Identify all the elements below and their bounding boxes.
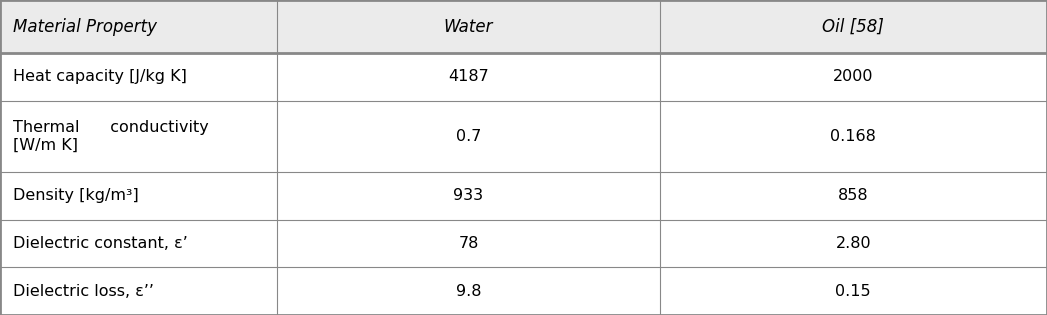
Text: 4187: 4187 xyxy=(448,69,489,84)
Text: 2000: 2000 xyxy=(833,69,873,84)
Text: Material Property: Material Property xyxy=(13,18,157,36)
Text: 78: 78 xyxy=(459,236,478,251)
Text: Water: Water xyxy=(444,18,493,36)
Text: 0.168: 0.168 xyxy=(830,129,876,144)
Text: Heat capacity [J/kg K]: Heat capacity [J/kg K] xyxy=(13,69,186,84)
Text: 2.80: 2.80 xyxy=(836,236,871,251)
Text: 933: 933 xyxy=(453,188,484,203)
Text: Density [kg/m³]: Density [kg/m³] xyxy=(13,188,138,203)
Text: 9.8: 9.8 xyxy=(455,284,482,299)
Text: Dielectric loss, ε’’: Dielectric loss, ε’’ xyxy=(13,284,154,299)
Text: 0.15: 0.15 xyxy=(836,284,871,299)
Text: Dielectric constant, ε’: Dielectric constant, ε’ xyxy=(13,236,187,251)
Text: Thermal      conductivity
[W/m K]: Thermal conductivity [W/m K] xyxy=(13,120,208,153)
Text: 858: 858 xyxy=(838,188,869,203)
Text: Oil [58]: Oil [58] xyxy=(822,18,885,36)
Text: 0.7: 0.7 xyxy=(455,129,482,144)
Bar xyxy=(0,0,1047,53)
